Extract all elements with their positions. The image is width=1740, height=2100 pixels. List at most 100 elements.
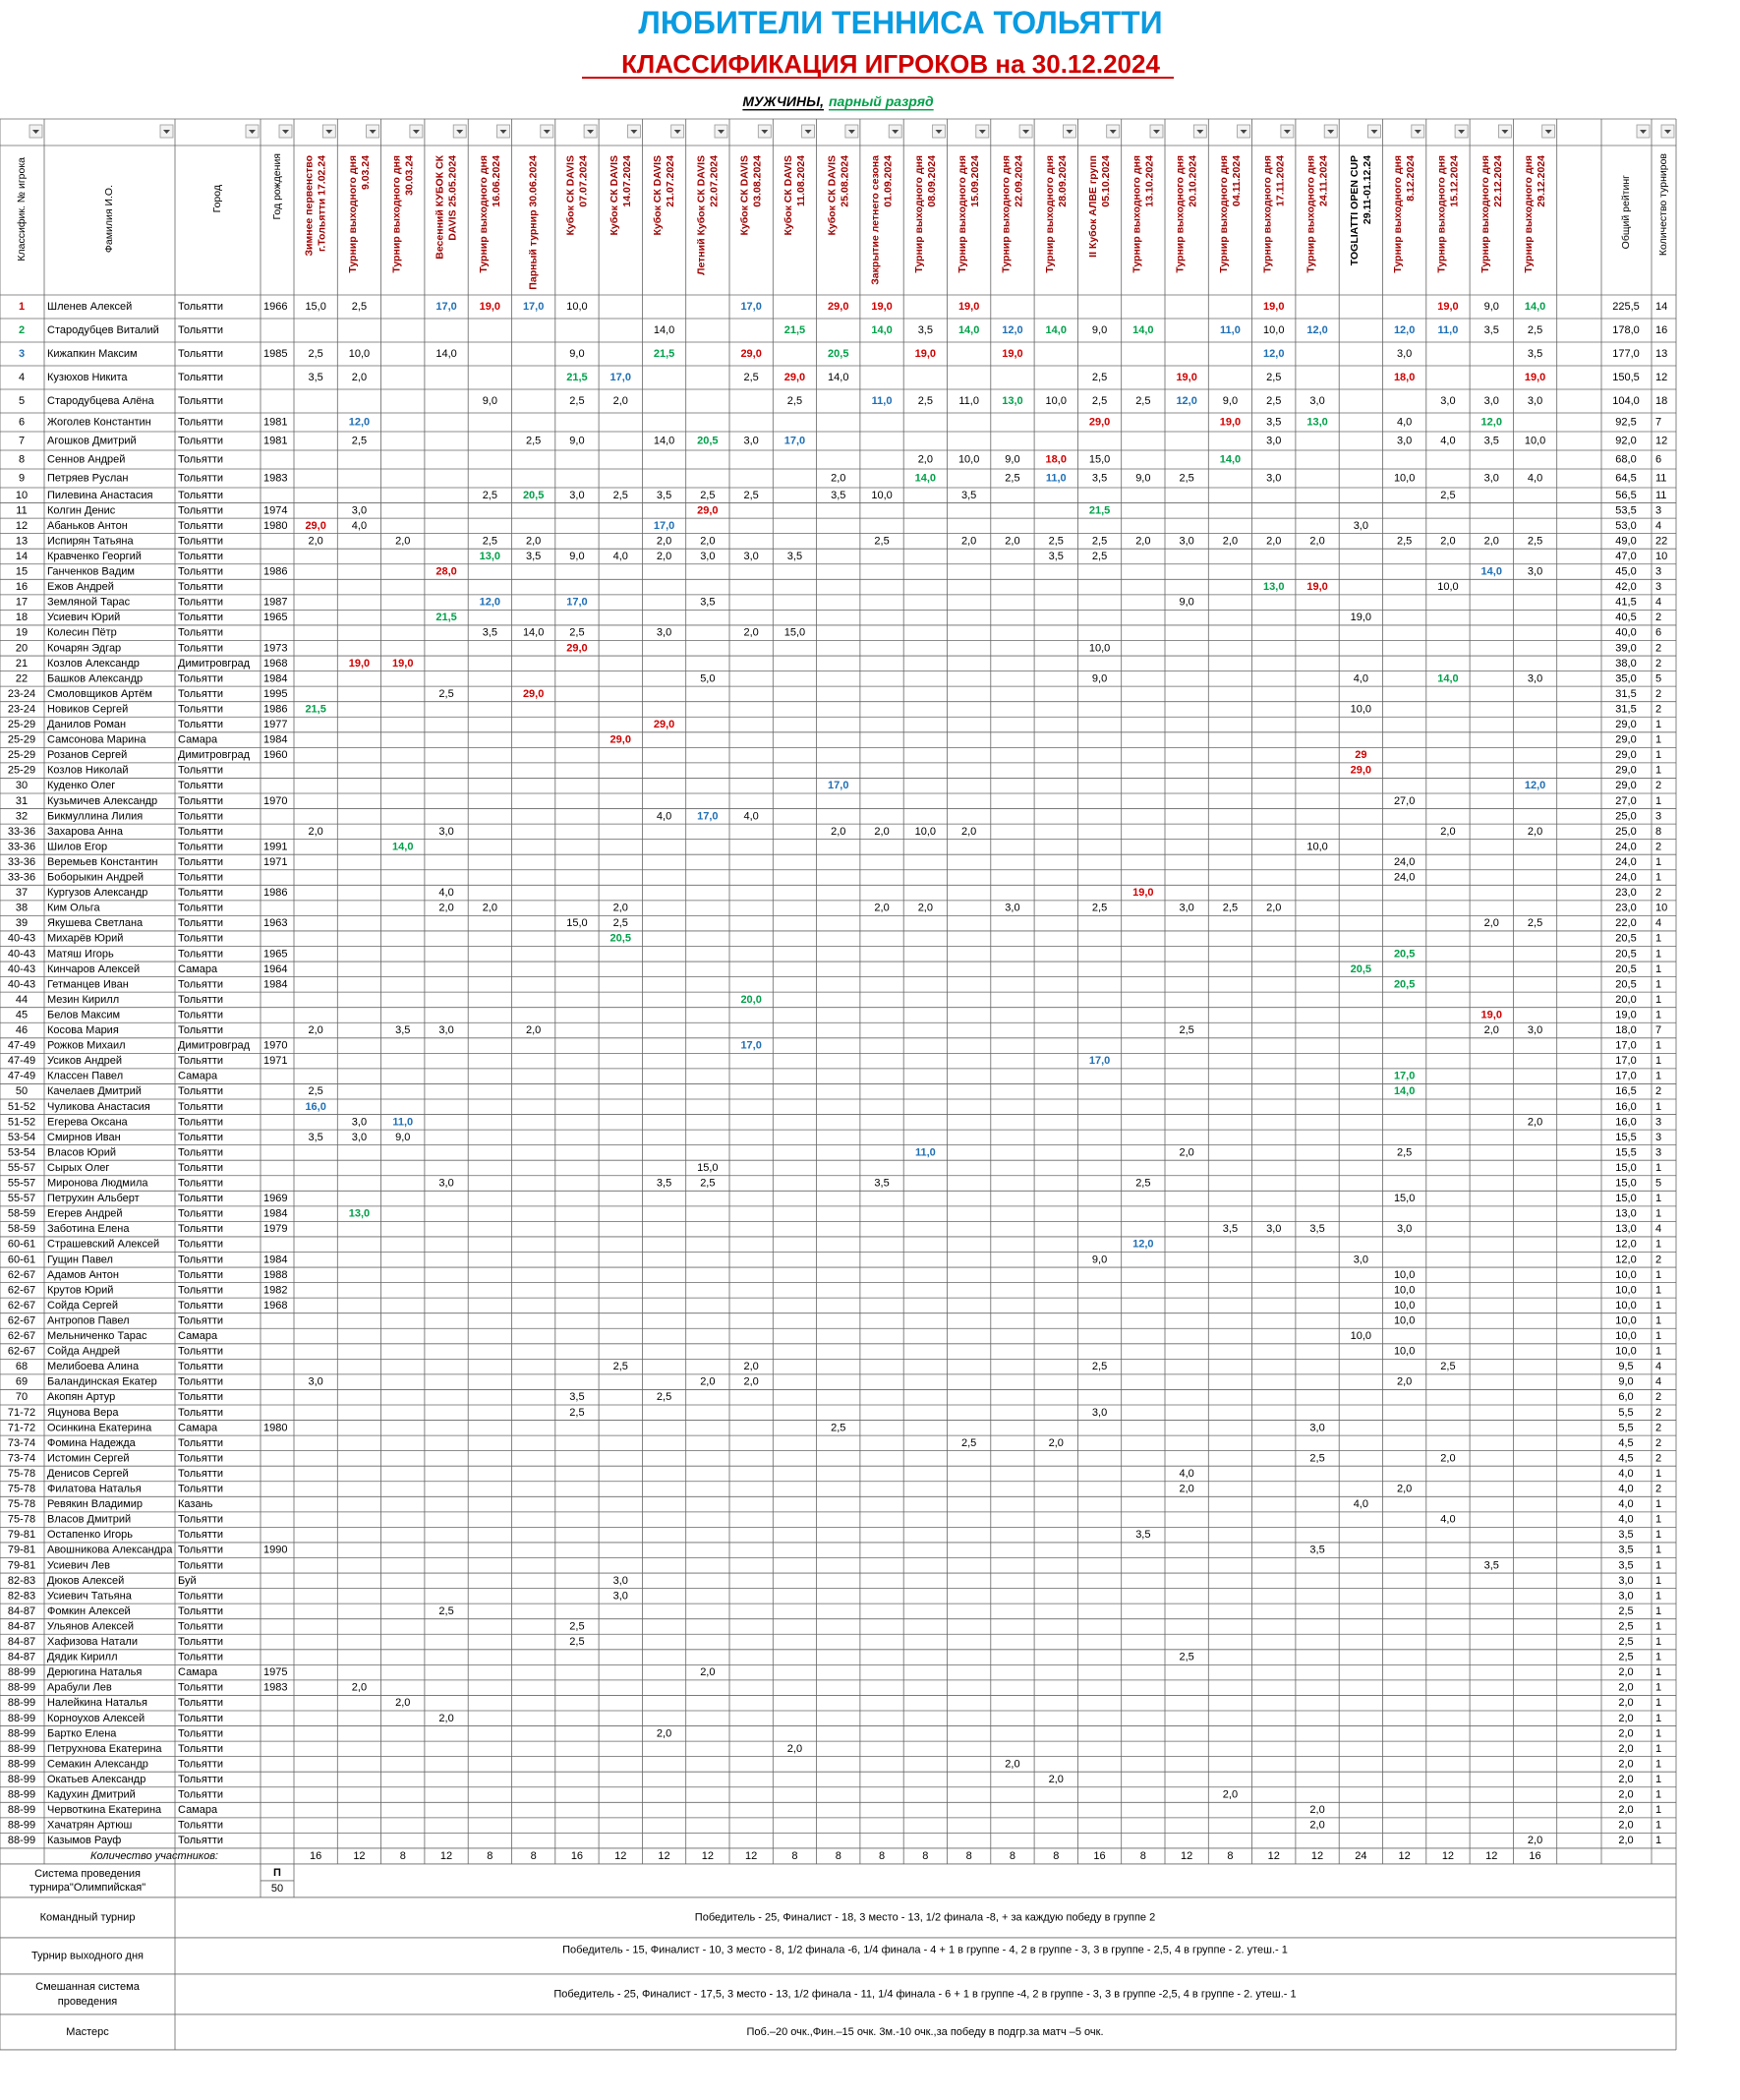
total-rating: 23,0 [1615, 887, 1636, 899]
score: 3,5 [918, 324, 933, 336]
player-name: Яцунова Вера [47, 1407, 119, 1419]
participants-count: 12 [440, 1850, 452, 1862]
score: 3,5 [1223, 1223, 1238, 1235]
participants-count: 8 [922, 1850, 928, 1862]
tournament-count: 1 [1655, 1330, 1661, 1342]
score: 2,0 [352, 1682, 367, 1694]
score: 20,5 [523, 490, 544, 501]
tournament-header: Кубок СК DAVIS [783, 155, 794, 236]
rank: 75-78 [8, 1498, 35, 1510]
player-name: Осинкина Екатерина [47, 1422, 152, 1433]
rank: 25-29 [8, 749, 35, 761]
rank: 40-43 [8, 948, 35, 960]
score: 2,0 [613, 903, 628, 914]
score: 2,5 [483, 490, 497, 501]
city: Тольятти [178, 917, 223, 929]
score: 5,0 [700, 672, 715, 684]
score: 3,5 [1484, 324, 1499, 336]
filter-arrow [499, 130, 507, 134]
player-name: Налейкина Наталья [47, 1697, 147, 1709]
tournament-count: 1 [1655, 1590, 1661, 1602]
score: 19,0 [1002, 348, 1022, 360]
birth-year: 1985 [263, 348, 287, 360]
rule-label: Турнир выходного дня [31, 1950, 144, 1961]
score: 17,0 [435, 301, 456, 313]
total-rating: 2,0 [1618, 1713, 1633, 1724]
filter-arrow [412, 130, 420, 134]
total-rating: 19,0 [1615, 1009, 1636, 1021]
rank: 88-99 [8, 1682, 35, 1694]
city: Тольятти [178, 473, 223, 485]
score: 3,0 [309, 1376, 323, 1388]
tournament-count: 1 [1655, 1468, 1661, 1480]
score: 3,0 [1397, 1223, 1412, 1235]
participants-count: 16 [1093, 1850, 1105, 1862]
total-rating: 2,0 [1618, 1743, 1633, 1755]
player-name: Фомкин Алексей [47, 1605, 131, 1617]
score: 2,0 [1440, 826, 1455, 838]
city: Тольятти [178, 810, 223, 822]
city-header: Город [211, 185, 223, 212]
score: 29,0 [697, 504, 718, 516]
score: 11,0 [1438, 324, 1459, 336]
rank: 62-67 [8, 1269, 35, 1281]
score: 14,0 [1437, 672, 1458, 684]
score: 2,5 [1092, 372, 1107, 383]
score: 10,0 [1394, 1300, 1415, 1312]
rank: 51-52 [8, 1116, 35, 1128]
rank: 39 [16, 917, 28, 929]
tournament-count: 1 [1655, 1636, 1661, 1648]
score: 3,5 [657, 490, 671, 501]
score: 2,5 [1092, 535, 1107, 547]
score: 11,0 [1220, 324, 1241, 336]
score: 14,0 [871, 324, 892, 336]
score: 21,5 [435, 612, 456, 623]
tournament-header: 15.09.2024 [969, 155, 981, 207]
player-name: Козлов Александр [47, 658, 140, 670]
tournament-count: 1 [1655, 1820, 1661, 1832]
total-rating: 29,0 [1615, 749, 1636, 761]
player-name: Куденко Олег [47, 780, 115, 791]
tournament-header: 05.10.2024 [1100, 155, 1112, 207]
rank: 79-81 [8, 1545, 35, 1556]
score: 18,0 [1046, 454, 1067, 466]
filter-arrow [325, 130, 333, 134]
rank: 11 [16, 504, 27, 516]
player-name: Матяш Игорь [47, 948, 114, 960]
player-name: Бартко Елена [47, 1727, 117, 1739]
tournament-header: Кубок СК DAVIS [826, 155, 838, 236]
category: парный разряд [829, 93, 934, 109]
score: 4,0 [613, 551, 628, 562]
score: 3,5 [1309, 1223, 1324, 1235]
city: Тольятти [178, 1314, 223, 1326]
total-rating: 25,0 [1615, 810, 1636, 822]
rank: 84-87 [8, 1605, 35, 1617]
city: Тольятти [178, 642, 223, 654]
score: 2,5 [1397, 535, 1412, 547]
total-rating: 9,0 [1618, 1376, 1633, 1388]
filter-arrow [804, 130, 812, 134]
score: 19,0 [349, 658, 370, 670]
tournament-count: 11 [1655, 490, 1666, 501]
rank: 1 [19, 301, 25, 313]
score: 2,5 [1092, 903, 1107, 914]
score: 19,0 [480, 301, 500, 313]
player-name: Земляной Тарас [47, 597, 131, 609]
score: 19,0 [1437, 301, 1458, 313]
city: Самара [178, 734, 218, 746]
participants-count: 16 [571, 1850, 583, 1862]
city: Тольятти [178, 1605, 223, 1617]
score: 3,5 [1484, 1559, 1499, 1571]
rank: 40-43 [8, 978, 35, 990]
birth-year: 1971 [263, 856, 287, 868]
rank: 55-57 [8, 1162, 35, 1174]
rank: 88-99 [8, 1666, 35, 1678]
rank: 82-83 [8, 1590, 35, 1602]
filter-arrow [1153, 130, 1160, 134]
player-name: Петряев Руслан [47, 473, 129, 485]
tournament-header: 28.09.2024 [1057, 155, 1069, 207]
participants-count: 12 [614, 1850, 626, 1862]
filter-arrow [935, 130, 943, 134]
score: 2,0 [352, 372, 367, 383]
